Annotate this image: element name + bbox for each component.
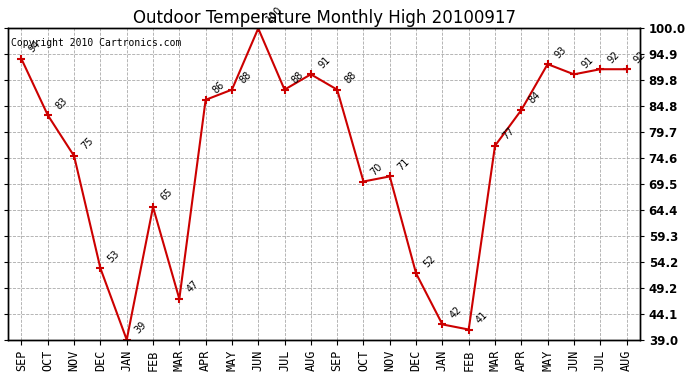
Text: 47: 47 (185, 279, 201, 295)
Text: 52: 52 (422, 253, 437, 269)
Text: 88: 88 (290, 70, 306, 86)
Text: 70: 70 (369, 162, 385, 177)
Text: 41: 41 (474, 310, 490, 326)
Text: 84: 84 (527, 90, 542, 106)
Text: 65: 65 (159, 187, 175, 203)
Text: 91: 91 (317, 54, 332, 70)
Text: 39: 39 (132, 320, 148, 336)
Title: Outdoor Temperature Monthly High 20100917: Outdoor Temperature Monthly High 2010091… (132, 9, 515, 27)
Text: Copyright 2010 Cartronics.com: Copyright 2010 Cartronics.com (12, 38, 182, 48)
Text: 42: 42 (448, 304, 464, 320)
Text: 86: 86 (211, 80, 227, 96)
Text: 92: 92 (632, 49, 648, 65)
Text: 100: 100 (264, 4, 284, 24)
Text: 75: 75 (79, 136, 95, 152)
Text: 92: 92 (606, 49, 622, 65)
Text: 94: 94 (27, 39, 43, 55)
Text: 88: 88 (343, 70, 358, 86)
Text: 83: 83 (53, 95, 69, 111)
Text: 91: 91 (580, 54, 595, 70)
Text: 71: 71 (395, 156, 411, 172)
Text: 88: 88 (237, 70, 253, 86)
Text: 53: 53 (106, 248, 121, 264)
Text: 93: 93 (553, 44, 569, 60)
Text: 77: 77 (500, 126, 516, 142)
